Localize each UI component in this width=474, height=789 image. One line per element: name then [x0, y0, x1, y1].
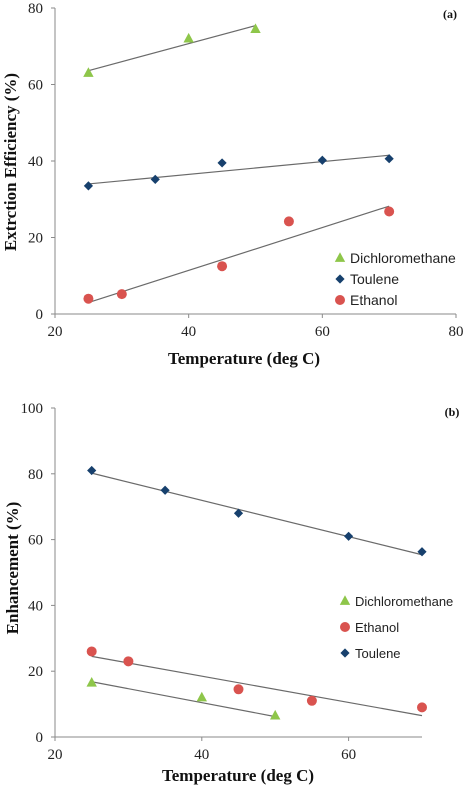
chart-b-point-ethanol — [86, 646, 97, 657]
chart-b-point-ethanol — [417, 702, 427, 713]
chart-b-point-toulene — [344, 531, 354, 541]
chart-a-point-ethanol — [384, 206, 395, 217]
chart-a-point-ethanol — [83, 293, 94, 304]
chart-b-y-tick-label: 0 — [36, 730, 44, 746]
chart-a-point-toulene — [384, 154, 394, 164]
chart-a-x-tick-label: 60 — [315, 324, 330, 340]
chart-a-point-toulene — [83, 181, 94, 191]
chart-b-x-tick-label: 60 — [341, 747, 356, 763]
chart-b-point-toulene — [87, 465, 97, 476]
chart-a-trendline-dichloromethane — [88, 25, 256, 72]
chart-b-legend-label-ethanol: Ethanol — [355, 620, 399, 635]
chart-b-legend-label-dichloromethane: Dichloromethane — [355, 594, 453, 609]
chart-b-legend-marker-toulene — [340, 648, 350, 658]
chart-b-y-tick-label: 40 — [28, 598, 43, 614]
chart-b-legend-marker-dichloromethane — [339, 595, 351, 605]
chart-a-point-toulene — [150, 174, 160, 184]
chart-b-y-axis-title: Enhancement (%) — [3, 502, 22, 635]
chart-b-x-axis-title: Temperature (deg C) — [162, 766, 314, 785]
chart-a-legend-marker-dichloromethane — [334, 252, 346, 262]
chart-b-point-toulene — [160, 485, 170, 495]
chart-b-point-ethanol — [306, 695, 317, 706]
chart-a-y-tick-label: 80 — [28, 1, 43, 17]
chart-a-x-tick-label: 40 — [181, 324, 196, 340]
chart-a-point-dichloromethane — [83, 67, 94, 77]
chart-b-trendline-dichloromethane — [91, 681, 276, 718]
chart-a-panel-label: (a) — [443, 7, 457, 21]
chart-b-point-dichloromethane — [196, 691, 207, 702]
chart-a-trendline-ethanol — [88, 205, 390, 304]
chart-b-point-ethanol — [123, 656, 134, 667]
chart-a-point-toulene — [317, 155, 327, 165]
chart-a-y-axis-title: Extrction Efficiency (%) — [1, 73, 20, 251]
chart-a-point-dichloromethane — [183, 32, 194, 43]
chart-a-point-ethanol — [217, 261, 228, 272]
chart-b-y-tick-label: 60 — [28, 533, 43, 549]
chart-b-panel-label: (b) — [445, 405, 460, 419]
chart-a-y-tick-label: 0 — [36, 307, 44, 323]
chart-b-point-toulene — [233, 508, 244, 518]
chart-b-legend-marker-ethanol — [340, 622, 350, 632]
chart-a-legend-label-ethanol: Ethanol — [350, 292, 397, 308]
chart-b-trendline-ethanol — [91, 655, 423, 717]
chart-b-trendline-toulene — [91, 472, 423, 556]
chart-a-extraction-efficiency: (a) Temperature (deg C) Extrction Effici… — [1, 1, 464, 368]
chart-a-y-tick-label: 40 — [28, 154, 43, 170]
chart-a-y-tick-label: 20 — [28, 231, 43, 247]
chart-a-point-dichloromethane — [250, 23, 261, 33]
chart-a-legend-label-dichloromethane: Dichloromethane — [350, 250, 456, 266]
chart-b-point-toulene — [417, 547, 427, 557]
chart-b-x-tick-label: 20 — [48, 747, 63, 763]
chart-b-point-dichloromethane — [86, 676, 97, 687]
chart-a-point-toulene — [217, 158, 227, 168]
chart-a-y-tick-label: 60 — [28, 78, 43, 94]
chart-b-enhancement: (b) Temperature (deg C) Enhancement (%) … — [3, 401, 459, 785]
chart-b-point-ethanol — [233, 684, 244, 695]
chart-b-y-tick-label: 20 — [28, 664, 43, 680]
chart-a-point-ethanol — [116, 289, 127, 300]
chart-b-x-tick-label: 40 — [194, 747, 209, 763]
chart-a-x-tick-label: 20 — [48, 324, 63, 340]
chart-a-point-ethanol — [283, 216, 294, 227]
chart-a-x-axis-title: Temperature (deg C) — [168, 349, 320, 368]
chart-a-legend-marker-toulene — [335, 274, 345, 284]
chart-b-legend-label-toulene: Toulene — [355, 646, 401, 661]
chart-a-x-tick-label: 80 — [449, 324, 464, 340]
chart-b-y-tick-label: 100 — [21, 401, 44, 417]
chart-a-trendline-toulene — [88, 154, 390, 185]
chart-b-y-tick-label: 80 — [28, 467, 43, 483]
chart-a-legend-marker-ethanol — [335, 295, 345, 305]
chart-a-legend-label-toulene: Toulene — [350, 271, 399, 287]
chart-b-point-dichloromethane — [270, 709, 281, 720]
